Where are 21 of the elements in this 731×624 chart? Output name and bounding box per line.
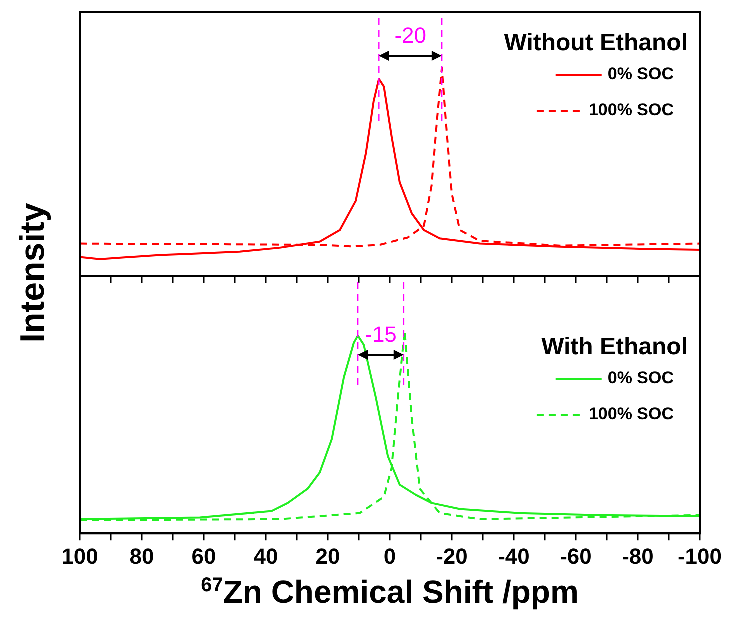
y-axis-title: Intensity [13, 202, 53, 345]
annotation: -15 [365, 322, 397, 348]
x-tick-label: 100 [62, 544, 98, 569]
legend-title: Without Ethanol [504, 30, 688, 57]
text: -20 [394, 23, 427, 48]
x-tick-label: -80 [622, 544, 654, 569]
legend-title: With Ethanol [542, 334, 688, 361]
x-tick-label: -40 [498, 544, 530, 569]
legend-label: 0% SOC [608, 368, 674, 388]
x-tick-label: 40 [254, 544, 278, 569]
x-tick-label: -60 [560, 544, 592, 569]
x-tick-label: -20 [436, 544, 468, 569]
legend-label: 0% SOC [608, 64, 674, 84]
x-tick-label: 80 [130, 544, 154, 569]
x-tick-label: 0 [384, 544, 396, 569]
x-tick-label: 60 [192, 544, 216, 569]
legend-label: 100% SOC [588, 100, 674, 120]
x-tick-label: 20 [316, 544, 340, 569]
x-axis-title: $^{67}$Zn Chemical Shift /ppm [200, 574, 580, 611]
legend-label: 100% SOC [588, 404, 674, 424]
x-tick-label: -100 [678, 544, 722, 569]
